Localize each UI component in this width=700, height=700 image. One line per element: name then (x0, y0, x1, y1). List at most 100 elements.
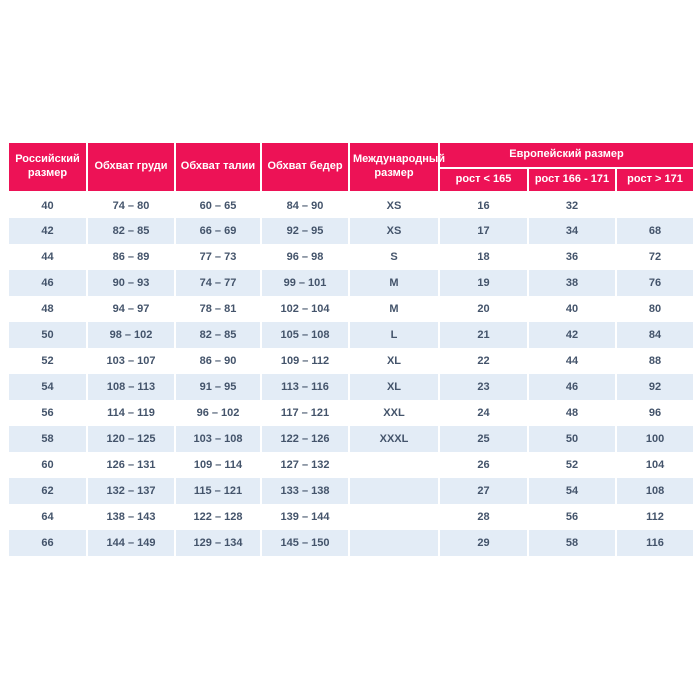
col-header-height-lt-165: рост < 165 (438, 167, 529, 193)
col-header-international-size: Международный размер (348, 141, 445, 193)
table-cell: 88 (614, 348, 696, 374)
table-cell: 27 (438, 478, 529, 504)
table-cell: 16 (438, 192, 529, 218)
col-header-hips: Обхват бедер (260, 141, 350, 193)
table-cell: 112 (614, 504, 696, 530)
table-row: 60 126 – 131 109 – 114 127 – 132 26 52 104 (7, 452, 696, 478)
table-cell: 92 – 95 (260, 218, 350, 244)
table-cell: 86 – 89 (86, 244, 176, 270)
table-cell: 122 – 128 (174, 504, 262, 530)
table-cell: 17 (438, 218, 529, 244)
table-cell: 103 – 108 (174, 426, 262, 452)
table-cell (348, 478, 440, 504)
table-cell: 76 (614, 270, 696, 296)
table-row: 56 114 – 119 96 – 102 117 – 121 XXL 24 48 96 (7, 400, 696, 426)
table-cell: 77 – 73 (174, 244, 262, 270)
table-cell: 132 – 137 (86, 478, 176, 504)
size-table-container: Российский размер Обхват груди Обхват та… (7, 141, 696, 556)
table-cell: 24 (438, 400, 529, 426)
table-cell: 114 – 119 (86, 400, 176, 426)
table-cell: 23 (438, 374, 529, 400)
table-cell: 28 (438, 504, 529, 530)
table-cell: 86 – 90 (174, 348, 262, 374)
size-table: Российский размер Обхват груди Обхват та… (7, 141, 696, 556)
table-cell: 94 – 97 (86, 296, 176, 322)
table-cell: 58 (7, 426, 88, 452)
table-row: 62 132 – 137 115 – 121 133 – 138 27 54 108 (7, 478, 696, 504)
table-cell: 56 (7, 400, 88, 426)
table-cell: M (348, 270, 440, 296)
table-cell: XS (348, 218, 440, 244)
table-cell: 127 – 132 (260, 452, 350, 478)
table-cell: 21 (438, 322, 529, 348)
col-header-height-gt-171: рост > 171 (614, 167, 696, 193)
table-cell: 84 (614, 322, 696, 348)
table-cell: 116 (614, 530, 696, 556)
table-cell: 96 – 98 (260, 244, 350, 270)
col-header-height-166-171: рост 166 - 171 (527, 167, 617, 193)
table-cell: 113 – 116 (260, 374, 350, 400)
table-cell: 50 (7, 322, 88, 348)
table-cell: 46 (527, 374, 617, 400)
table-cell: 48 (7, 296, 88, 322)
table-cell: 20 (438, 296, 529, 322)
table-cell: 42 (527, 322, 617, 348)
table-cell: 72 (614, 244, 696, 270)
size-table-header: Российский размер Обхват груди Обхват та… (7, 141, 696, 193)
table-cell: 99 – 101 (260, 270, 350, 296)
table-cell: 138 – 143 (86, 504, 176, 530)
table-cell: 96 (614, 400, 696, 426)
table-cell: 104 (614, 452, 696, 478)
table-cell: 22 (438, 348, 529, 374)
table-cell (348, 452, 440, 478)
col-header-european-size-group: Европейский размер (437, 141, 696, 169)
table-cell: XS (348, 192, 440, 218)
table-cell: 109 – 114 (174, 452, 262, 478)
table-cell: 50 (527, 426, 617, 452)
table-cell: 103 – 107 (86, 348, 176, 374)
table-cell: 60 (7, 452, 88, 478)
table-cell: 48 (527, 400, 617, 426)
table-cell: XXL (348, 400, 440, 426)
table-cell: 109 – 112 (260, 348, 350, 374)
table-cell: 84 – 90 (260, 192, 350, 218)
table-cell: 120 – 125 (86, 426, 176, 452)
table-cell: 91 – 95 (174, 374, 262, 400)
table-row: 50 98 – 102 82 – 85 105 – 108 L 21 42 84 (7, 322, 696, 348)
table-row: 44 86 – 89 77 – 73 96 – 98 S 18 36 72 (7, 244, 696, 270)
table-cell (348, 530, 440, 556)
table-cell: 29 (438, 530, 529, 556)
table-cell: 19 (438, 270, 529, 296)
table-row: 42 82 – 85 66 – 69 92 – 95 XS 17 34 68 (7, 218, 696, 244)
table-cell: 105 – 108 (260, 322, 350, 348)
table-cell: M (348, 296, 440, 322)
table-cell: 133 – 138 (260, 478, 350, 504)
table-cell: 82 – 85 (174, 322, 262, 348)
table-cell: 96 – 102 (174, 400, 262, 426)
table-cell: 108 – 113 (86, 374, 176, 400)
table-row: 58 120 – 125 103 – 108 122 – 126 XXXL 25 50 100 (7, 426, 696, 452)
col-header-waist: Обхват талии (174, 141, 262, 193)
table-cell: 92 (614, 374, 696, 400)
table-cell: 38 (527, 270, 617, 296)
table-cell: 46 (7, 270, 88, 296)
table-cell: 66 – 69 (174, 218, 262, 244)
table-row: 40 74 – 80 60 – 65 84 – 90 XS 16 32 (7, 192, 696, 218)
table-cell: 68 (614, 218, 696, 244)
table-cell: 40 (7, 192, 88, 218)
header-row-top: Российский размер Обхват груди Обхват та… (7, 141, 696, 193)
table-cell: 90 – 93 (86, 270, 176, 296)
table-cell: 100 (614, 426, 696, 452)
table-cell (614, 192, 696, 218)
table-cell: 44 (7, 244, 88, 270)
table-row: 48 94 – 97 78 – 81 102 – 104 M 20 40 80 (7, 296, 696, 322)
col-header-chest: Обхват груди (86, 141, 176, 193)
table-cell: 115 – 121 (174, 478, 262, 504)
table-cell: 145 – 150 (260, 530, 350, 556)
table-cell: 102 – 104 (260, 296, 350, 322)
table-cell: 18 (438, 244, 529, 270)
table-cell: 26 (438, 452, 529, 478)
table-cell: 62 (7, 478, 88, 504)
table-cell: 34 (527, 218, 617, 244)
